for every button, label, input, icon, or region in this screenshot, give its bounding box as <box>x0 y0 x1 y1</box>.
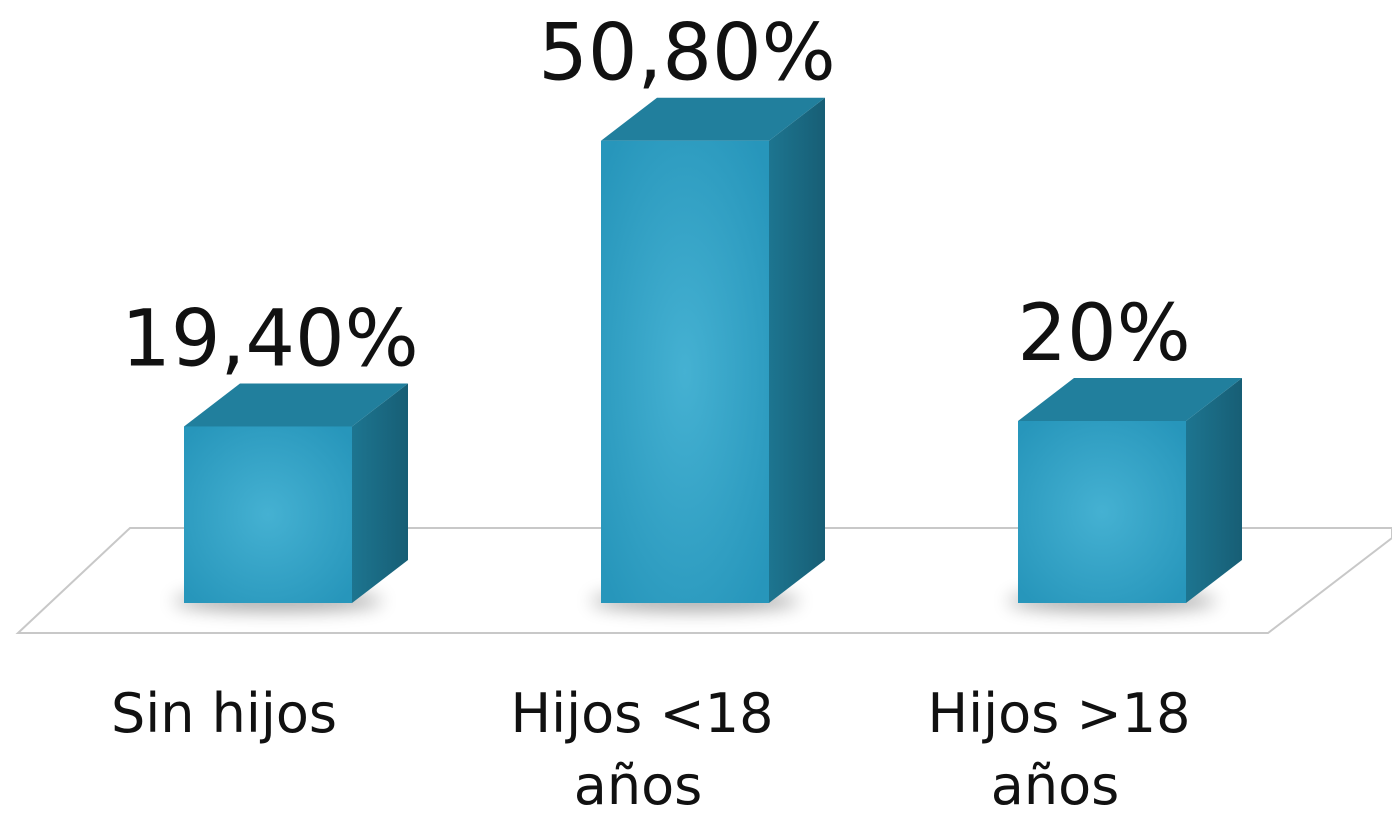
category-label-2-line-2: años <box>574 754 703 813</box>
category-label-1-line-1: Sin hijos <box>111 682 337 745</box>
bar-side-face <box>1186 378 1242 603</box>
bar-front-face <box>601 140 769 603</box>
category-label-2-line-1: Hijos <18 <box>511 682 774 745</box>
category-label-3-line-2: años <box>991 754 1120 813</box>
category-label-3-line-1: Hijos >18 <box>928 682 1191 745</box>
bar-front-face <box>184 426 352 603</box>
bar-top-face <box>601 97 825 141</box>
bar-2 <box>601 97 825 603</box>
bar-side-face <box>352 383 408 603</box>
bar-top-face <box>184 383 408 427</box>
bars-group <box>173 97 1242 611</box>
bar-top-face <box>1018 378 1242 421</box>
bar-side-face <box>769 97 825 603</box>
value-label-2: 50,80% <box>538 9 835 99</box>
value-label-3: 20% <box>1017 289 1190 379</box>
value-label-1: 19,40% <box>121 294 418 384</box>
bar-front-face <box>1018 421 1186 603</box>
bar-1 <box>184 383 408 603</box>
labels-group: 19,40% Sin hijos 50,80% Hijos <18 años 20% Hij… <box>111 9 1191 813</box>
bar-3 <box>1018 378 1242 603</box>
